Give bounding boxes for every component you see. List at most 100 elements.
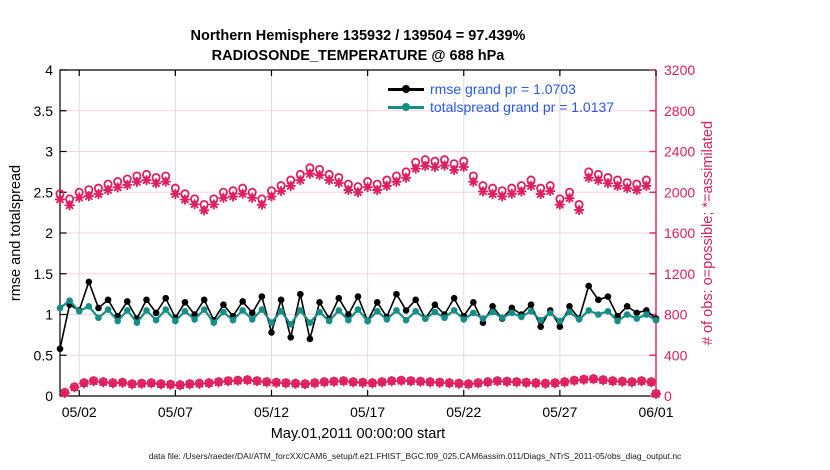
dot-marker xyxy=(489,308,496,316)
circle-marker xyxy=(488,183,498,193)
dot-marker xyxy=(412,307,419,315)
dot-marker xyxy=(123,298,131,305)
circle-marker xyxy=(142,169,152,179)
asterisk-marker xyxy=(214,378,223,387)
dot-marker xyxy=(258,306,266,313)
circle-marker xyxy=(305,163,315,173)
asterisk-marker xyxy=(330,377,338,386)
circle-marker xyxy=(641,175,651,185)
circle-marker xyxy=(507,183,517,193)
dot-marker xyxy=(421,315,429,322)
dot-marker xyxy=(354,306,362,313)
dot-marker xyxy=(450,294,458,302)
circle-marker xyxy=(218,187,228,197)
dot-marker xyxy=(325,317,333,325)
dot-marker xyxy=(652,316,660,324)
asterisk-marker xyxy=(176,381,185,390)
dot-marker xyxy=(191,316,198,323)
totalspread-line-marker-icon xyxy=(388,102,424,112)
x-tick-label: 05/07 xyxy=(158,404,193,420)
y-right-tick-label: 2400 xyxy=(664,144,695,160)
y-left-tick-label: 2.5 xyxy=(34,184,54,200)
y-right-tick-label: 0 xyxy=(664,388,672,404)
asterisk-marker xyxy=(224,377,233,386)
circle-marker xyxy=(401,167,411,177)
circle-marker xyxy=(574,199,584,209)
dot-marker xyxy=(556,317,564,325)
asterisk-marker xyxy=(185,380,194,389)
dot-marker xyxy=(402,307,410,314)
dot-marker xyxy=(373,298,381,306)
dot-marker xyxy=(345,311,352,318)
dot-marker xyxy=(595,311,602,318)
dot-marker xyxy=(191,311,198,318)
circle-marker xyxy=(440,155,450,165)
asterisk-marker xyxy=(628,378,636,387)
asterisk-marker xyxy=(310,379,319,388)
asterisk-marker xyxy=(262,378,271,387)
dot-marker xyxy=(546,309,554,317)
dot-marker xyxy=(614,312,621,320)
circle-marker xyxy=(93,183,103,193)
circle-marker xyxy=(286,175,296,185)
dot-marker xyxy=(85,278,93,286)
asterisk-marker xyxy=(243,376,252,385)
dot-marker xyxy=(104,306,112,313)
asterisk-marker xyxy=(349,378,358,387)
asterisk-marker xyxy=(137,379,146,388)
circle-marker xyxy=(632,179,642,189)
dot-marker xyxy=(623,311,631,318)
dot-marker xyxy=(239,298,246,305)
asterisk-marker xyxy=(608,377,617,386)
y-left-tick-label: 1 xyxy=(45,307,53,323)
dot-marker xyxy=(412,296,419,304)
dot-marker xyxy=(508,304,516,312)
dot-marker xyxy=(239,307,246,314)
circle-marker xyxy=(651,388,661,398)
x-tick-label: 05/17 xyxy=(350,404,385,420)
asterisk-marker xyxy=(147,379,156,388)
dot-marker xyxy=(470,309,477,317)
left-y-axis-label: rmse and totalspread xyxy=(8,164,24,302)
dot-marker xyxy=(123,307,131,314)
circle-marker xyxy=(545,181,555,191)
circle-marker xyxy=(257,194,267,204)
asterisk-marker xyxy=(291,379,300,388)
dot-marker xyxy=(277,296,285,304)
dot-marker xyxy=(585,307,593,314)
asterisk-marker xyxy=(99,378,108,387)
asterisk-marker xyxy=(65,201,74,210)
y-left-tick-label: 3 xyxy=(45,144,53,160)
dot-marker xyxy=(556,323,564,331)
dot-marker xyxy=(248,316,256,323)
asterisk-marker xyxy=(406,377,415,386)
asterisk-marker xyxy=(416,377,425,386)
y-right-tick-label: 2800 xyxy=(664,103,695,119)
asterisk-marker xyxy=(589,375,598,384)
circle-marker xyxy=(430,156,440,166)
asterisk-marker xyxy=(541,379,550,388)
dot-marker xyxy=(220,301,227,309)
asterisk-marker xyxy=(301,380,310,389)
right-y-axis-label: # of obs: o=possible; *=assimilated xyxy=(700,120,716,346)
dot-marker xyxy=(56,304,64,312)
circle-marker xyxy=(132,171,142,181)
dot-marker xyxy=(268,329,275,336)
circle-marker xyxy=(228,186,238,196)
x-tick-label: 05/12 xyxy=(254,404,289,420)
circle-marker xyxy=(170,183,180,193)
dot-marker xyxy=(402,316,410,324)
dot-marker xyxy=(66,297,73,304)
circle-marker xyxy=(363,177,373,187)
y-left-tick-label: 3.5 xyxy=(34,103,54,119)
dot-marker xyxy=(518,313,525,321)
x-tick-label: 06/01 xyxy=(638,404,673,420)
asterisk-marker xyxy=(128,380,137,389)
dot-marker xyxy=(85,303,93,310)
circle-marker xyxy=(199,199,209,209)
circle-marker xyxy=(103,179,113,189)
legend: rmse grand pr = 1.0703 totalspread grand… xyxy=(388,80,614,116)
dot-marker xyxy=(633,315,641,322)
dot-marker xyxy=(297,307,304,314)
dot-marker xyxy=(143,296,150,304)
